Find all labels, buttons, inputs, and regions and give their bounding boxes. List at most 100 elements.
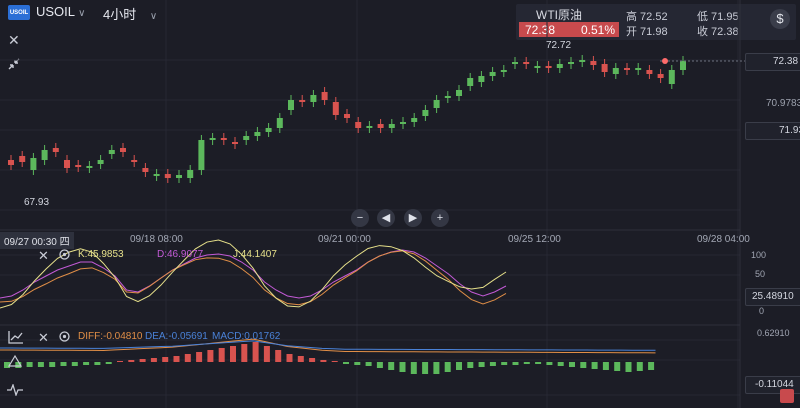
- macd-bar: [523, 362, 530, 364]
- price-axis-mid: 70.9783: [766, 98, 800, 109]
- candle-body: [164, 174, 171, 178]
- chevron-down-icon: ∨: [78, 8, 86, 19]
- candle-body: [30, 158, 37, 170]
- low-value: 低 71.95: [697, 11, 739, 23]
- candle-body: [187, 170, 194, 178]
- macd-bar: [150, 358, 157, 362]
- d-value: D:46.9077: [157, 249, 204, 260]
- last-price: 72.38: [525, 23, 556, 37]
- macd-bar: [218, 348, 225, 362]
- macd-bar: [173, 356, 180, 362]
- dea-value: DEA:-0.05691: [145, 331, 208, 342]
- candle-body: [75, 165, 82, 167]
- macd-bar: [162, 357, 169, 362]
- candle-body: [355, 122, 362, 128]
- kdj-axis-100: 100: [751, 250, 767, 260]
- macd-bar: [636, 362, 643, 371]
- macd-bar: [117, 361, 123, 362]
- kdj-d-line: [0, 249, 507, 299]
- macd-bar: [184, 354, 191, 362]
- candle-body: [153, 174, 160, 176]
- candle-body: [646, 70, 653, 74]
- settings-icon[interactable]: [58, 248, 71, 266]
- macd-bar: [297, 356, 304, 362]
- macd-bar: [26, 362, 33, 367]
- candle-body: [657, 74, 664, 78]
- macd-bar: [376, 362, 383, 368]
- macd-bar: [60, 362, 67, 366]
- candle-body: [243, 136, 250, 140]
- macd-bar: [320, 360, 327, 362]
- candle-body: [624, 68, 630, 70]
- collapse-icon[interactable]: [7, 57, 21, 76]
- scroll-right-button[interactable]: ▶: [404, 209, 422, 227]
- candle-body: [176, 175, 182, 178]
- price-change-box: 72.38 0.51%: [519, 22, 619, 37]
- macd-bar: [37, 362, 44, 367]
- time-label-4: 09/28 04:00: [697, 234, 750, 245]
- macd-bar: [410, 362, 417, 374]
- macd-bar: [139, 359, 146, 362]
- candle-body: [254, 132, 261, 136]
- scroll-left-button[interactable]: ◀: [377, 209, 395, 227]
- draw-tool-icon[interactable]: [7, 354, 23, 373]
- macd-bar: [388, 362, 395, 370]
- candle-body: [52, 148, 59, 152]
- j-value: J:44.1407: [233, 249, 277, 260]
- candle-body: [41, 150, 48, 160]
- crosshair-price-tag: 71.93: [745, 122, 800, 140]
- candlestick-series: [8, 55, 686, 183]
- settings-icon[interactable]: [58, 330, 71, 348]
- macd-histogram: [4, 342, 655, 374]
- candle-body: [680, 61, 686, 70]
- macd-bar: [501, 362, 508, 365]
- alert-icon[interactable]: [780, 389, 794, 403]
- candle-body: [209, 138, 216, 140]
- indicator-icon[interactable]: [8, 330, 24, 349]
- macd-bar: [94, 362, 101, 365]
- candle-body: [220, 138, 227, 140]
- interval-label: 4小时: [103, 7, 137, 22]
- k-value: K:45.9853: [78, 249, 124, 260]
- macd-bar: [478, 362, 485, 367]
- kdj-value-box: 25.48910: [752, 291, 794, 302]
- chevron-down-icon: ∨: [149, 11, 158, 22]
- close-kdj-icon[interactable]: ✕: [38, 248, 49, 263]
- candle-body: [332, 102, 339, 115]
- close-value: 收 72.38: [697, 26, 739, 38]
- macd-bar: [614, 362, 621, 371]
- close-macd-icon[interactable]: ✕: [38, 330, 49, 345]
- macd-bar: [331, 361, 338, 362]
- candle-body: [108, 150, 115, 154]
- close-icon[interactable]: ✕: [8, 32, 20, 48]
- macd-diff-line: [0, 338, 656, 354]
- crosshair-time: 09/27 00:30 四: [0, 232, 74, 249]
- interval-selector[interactable]: 4小时 ∨: [103, 4, 157, 23]
- macd-bar: [4, 362, 10, 368]
- symbol-label: USOIL: [36, 4, 75, 19]
- macd-bar: [467, 362, 474, 368]
- candle-body: [512, 62, 518, 64]
- candle-body: [433, 100, 440, 108]
- candle-body: [456, 90, 462, 96]
- candle-body: [120, 148, 126, 152]
- candle-body: [366, 126, 373, 128]
- pulse-icon[interactable]: [7, 383, 23, 401]
- macd-bar: [512, 362, 519, 365]
- time-label-1: 09/18 08:00: [130, 234, 183, 245]
- kdj-lines: [0, 239, 507, 309]
- macd-bar: [128, 360, 135, 362]
- zoom-in-button[interactable]: +: [431, 209, 449, 227]
- candle-body: [612, 68, 619, 74]
- candle-body: [198, 140, 205, 170]
- macd-bar: [207, 350, 214, 362]
- diff-value: DIFF:-0.04810: [78, 331, 143, 342]
- zoom-out-button[interactable]: −: [351, 209, 369, 227]
- last-price-dot: [662, 58, 668, 64]
- symbol-selector[interactable]: USOIL ∨: [36, 4, 85, 19]
- macd-dea-line: [0, 340, 656, 351]
- macd-bar: [399, 362, 406, 372]
- last-price-axis: 72.38: [773, 56, 799, 67]
- dollar-icon[interactable]: $: [770, 9, 790, 29]
